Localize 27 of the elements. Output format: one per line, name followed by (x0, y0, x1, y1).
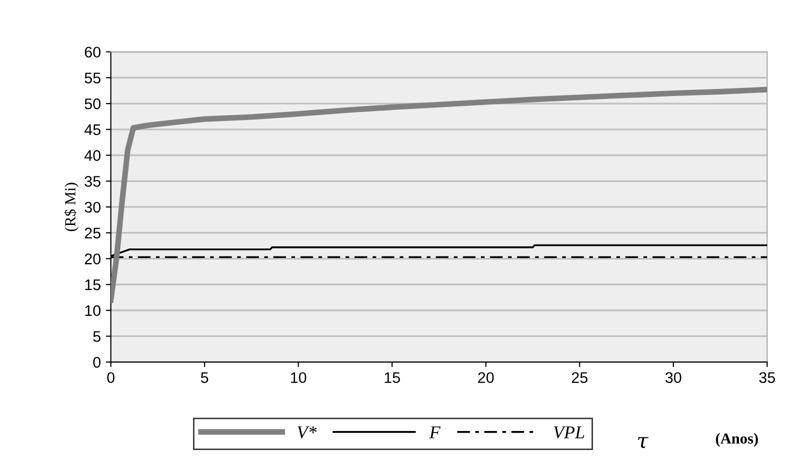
x-tick-label: 15 (384, 372, 400, 384)
y-tick-label: 60 (84, 46, 101, 58)
x-tick-label: 5 (200, 372, 208, 384)
legend-label: VPL (554, 426, 584, 439)
legend-label: V* (298, 426, 317, 439)
y-tick-label: 50 (84, 98, 101, 110)
x-axis-title: τ (638, 437, 648, 448)
x-tick-label: 35 (759, 372, 775, 384)
text: (Anos) (716, 432, 758, 447)
x-tick-label: 25 (572, 372, 588, 384)
y-tick-label: 10 (85, 305, 101, 316)
x-tick-label: 20 (478, 372, 494, 384)
y-tick-label: 35 (84, 176, 100, 187)
y-tick-label: 30 (84, 202, 101, 213)
x-tick-label: 30 (665, 372, 682, 384)
y-tick-label: 40 (84, 150, 101, 161)
y-tick-label: 0 (93, 356, 101, 368)
x-tick-label: 10 (291, 372, 306, 384)
x-tick-label: 0 (107, 372, 114, 384)
y-tick-label: 20 (84, 254, 101, 264)
y-tick-label: 25 (84, 228, 100, 238)
y-axis-title: (R$ Mi) (64, 182, 79, 232)
y-tick-label: 15 (85, 280, 100, 290)
y-tick-label: 55 (84, 72, 100, 84)
legend-label: F (429, 426, 440, 438)
y-tick-label: 5 (93, 331, 100, 342)
y-tick-label: 45 (84, 124, 100, 136)
